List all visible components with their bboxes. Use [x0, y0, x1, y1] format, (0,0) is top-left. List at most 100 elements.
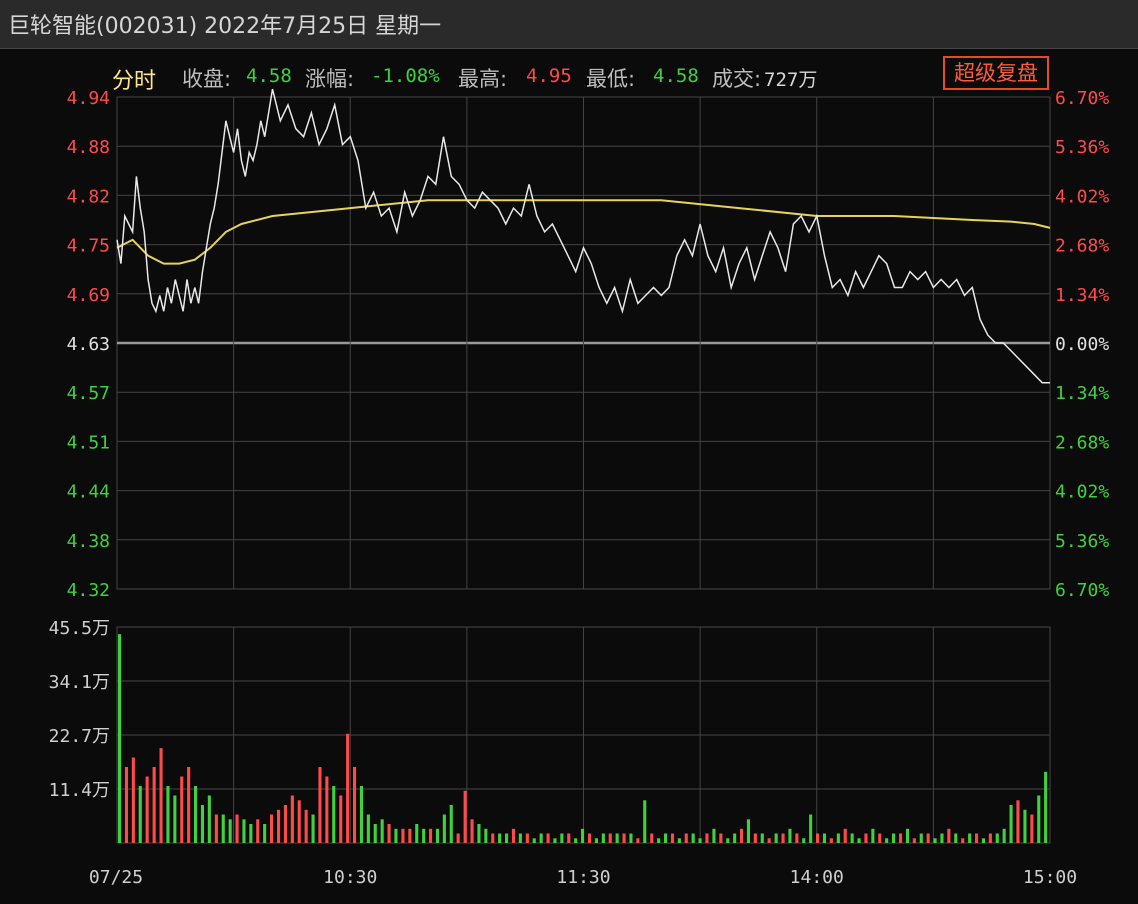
- avg-price-line: [116, 199, 1051, 265]
- volume-bar: [1023, 809, 1027, 843]
- volume-bar: [926, 833, 930, 843]
- change-value: -1.08%: [371, 65, 440, 87]
- volume-bar: [477, 824, 481, 843]
- volume-bar: [581, 828, 585, 843]
- y-tick-right: 1.34%: [1055, 285, 1109, 306]
- volume-bar: [912, 838, 916, 843]
- volume-bar: [470, 819, 474, 843]
- volume-bar: [905, 828, 909, 843]
- y-tick-left: 4.44: [67, 482, 110, 503]
- volume-bar: [629, 833, 633, 843]
- tick-labels: 4.94 6.70% 4.88 5.36% 4.82 4.02% 4.75 2.68% 4.69…: [49, 88, 1110, 888]
- volume-bar: [159, 748, 163, 843]
- volume-bar: [995, 833, 999, 843]
- volume-bar: [484, 828, 488, 843]
- volume-bar: [401, 828, 405, 843]
- y-tick-left: 4.82: [67, 186, 110, 207]
- volume-bar: [249, 824, 253, 843]
- y-tick-right: 2.68%: [1055, 432, 1109, 453]
- volume-bar: [726, 838, 730, 843]
- page-title: 巨轮智能(002031) 2022年7月25日 星期一: [8, 14, 442, 39]
- y-tick-right: 0.00%: [1055, 334, 1109, 355]
- volume-bar: [221, 814, 225, 843]
- volume-value: 727万: [764, 69, 818, 91]
- y-tick-right: 5.36%: [1055, 531, 1109, 552]
- volume-bar: [525, 833, 529, 843]
- volume-bar: [166, 786, 170, 843]
- volume-bar: [277, 809, 281, 843]
- volume-bar: [194, 786, 198, 843]
- close-value: 4.58: [246, 65, 292, 87]
- volume-bar: [850, 833, 854, 843]
- volume-bar: [829, 838, 833, 843]
- volume-bar: [498, 833, 502, 843]
- volume-bar: [429, 828, 433, 843]
- volume-bar: [836, 833, 840, 843]
- volume-bar: [975, 833, 979, 843]
- price-line: [116, 88, 1050, 384]
- volume-bar: [650, 833, 654, 843]
- volume-bar: [290, 795, 294, 843]
- x-tick: 15:00: [1023, 867, 1077, 888]
- y-tick-left: 4.75: [67, 236, 110, 257]
- volume-bar: [684, 833, 688, 843]
- volume-bar: [622, 833, 626, 843]
- volume-bar: [145, 776, 149, 843]
- volume-bar: [601, 833, 605, 843]
- vol-y-tick: 11.4万: [49, 780, 110, 801]
- volume-bar: [366, 814, 370, 843]
- change-label: 涨幅:: [305, 67, 355, 91]
- high-value: 4.95: [526, 65, 572, 87]
- volume-bar: [698, 838, 702, 843]
- y-tick-right: 5.36%: [1055, 137, 1109, 158]
- volume-bar: [1044, 771, 1048, 843]
- volume-bar: [505, 833, 509, 843]
- volume-bar: [311, 814, 315, 843]
- volume-bar: [795, 833, 799, 843]
- volume-label: 成交:: [712, 67, 762, 91]
- x-tick: 14:00: [790, 867, 844, 888]
- price-line-group: [116, 88, 1050, 384]
- volume-bar: [933, 838, 937, 843]
- volume-bar: [456, 833, 460, 843]
- title-bar: 巨轮智能(002031) 2022年7月25日 星期一: [0, 0, 1138, 49]
- volume-bar: [394, 828, 398, 843]
- vol-y-tick: 45.5万: [49, 618, 110, 639]
- volume-bar: [532, 838, 536, 843]
- volume-bar: [705, 833, 709, 843]
- volume-bar: [318, 767, 322, 843]
- volume-bar: [822, 833, 826, 843]
- volume-bar: [304, 809, 308, 843]
- y-tick-left: 4.69: [67, 285, 110, 306]
- volume-bar: [422, 828, 426, 843]
- volume-bar: [449, 805, 453, 843]
- volume-bar: [491, 833, 495, 843]
- volume-bar: [594, 838, 598, 843]
- volume-bar: [892, 833, 896, 843]
- y-tick-left: 4.63: [67, 334, 110, 355]
- volume-bar: [885, 838, 889, 843]
- volume-bar: [843, 828, 847, 843]
- grid: [116, 96, 1051, 590]
- low-label: 最低:: [586, 67, 636, 91]
- volume-bar: [878, 833, 882, 843]
- volume-bar: [539, 833, 543, 843]
- super-review-button[interactable]: 超级复盘: [943, 56, 1049, 90]
- volume-bar: [346, 733, 350, 843]
- volume-bar: [435, 828, 439, 843]
- tab-intraday[interactable]: 分时: [112, 69, 157, 94]
- volume-bar: [760, 833, 764, 843]
- volume-bar: [719, 833, 723, 843]
- volume-bar: [947, 828, 951, 843]
- volume-bar: [988, 833, 992, 843]
- y-tick-right: 1.34%: [1055, 383, 1109, 404]
- volume-bar: [781, 833, 785, 843]
- volume-bar: [408, 828, 412, 843]
- volume-bar: [816, 833, 820, 843]
- volume-bar: [131, 757, 135, 843]
- volume-bar: [511, 828, 515, 843]
- volume-bar: [207, 795, 211, 843]
- volume-bar: [961, 838, 965, 843]
- volume-bar: [1009, 805, 1013, 843]
- volume-bars: [118, 634, 1048, 843]
